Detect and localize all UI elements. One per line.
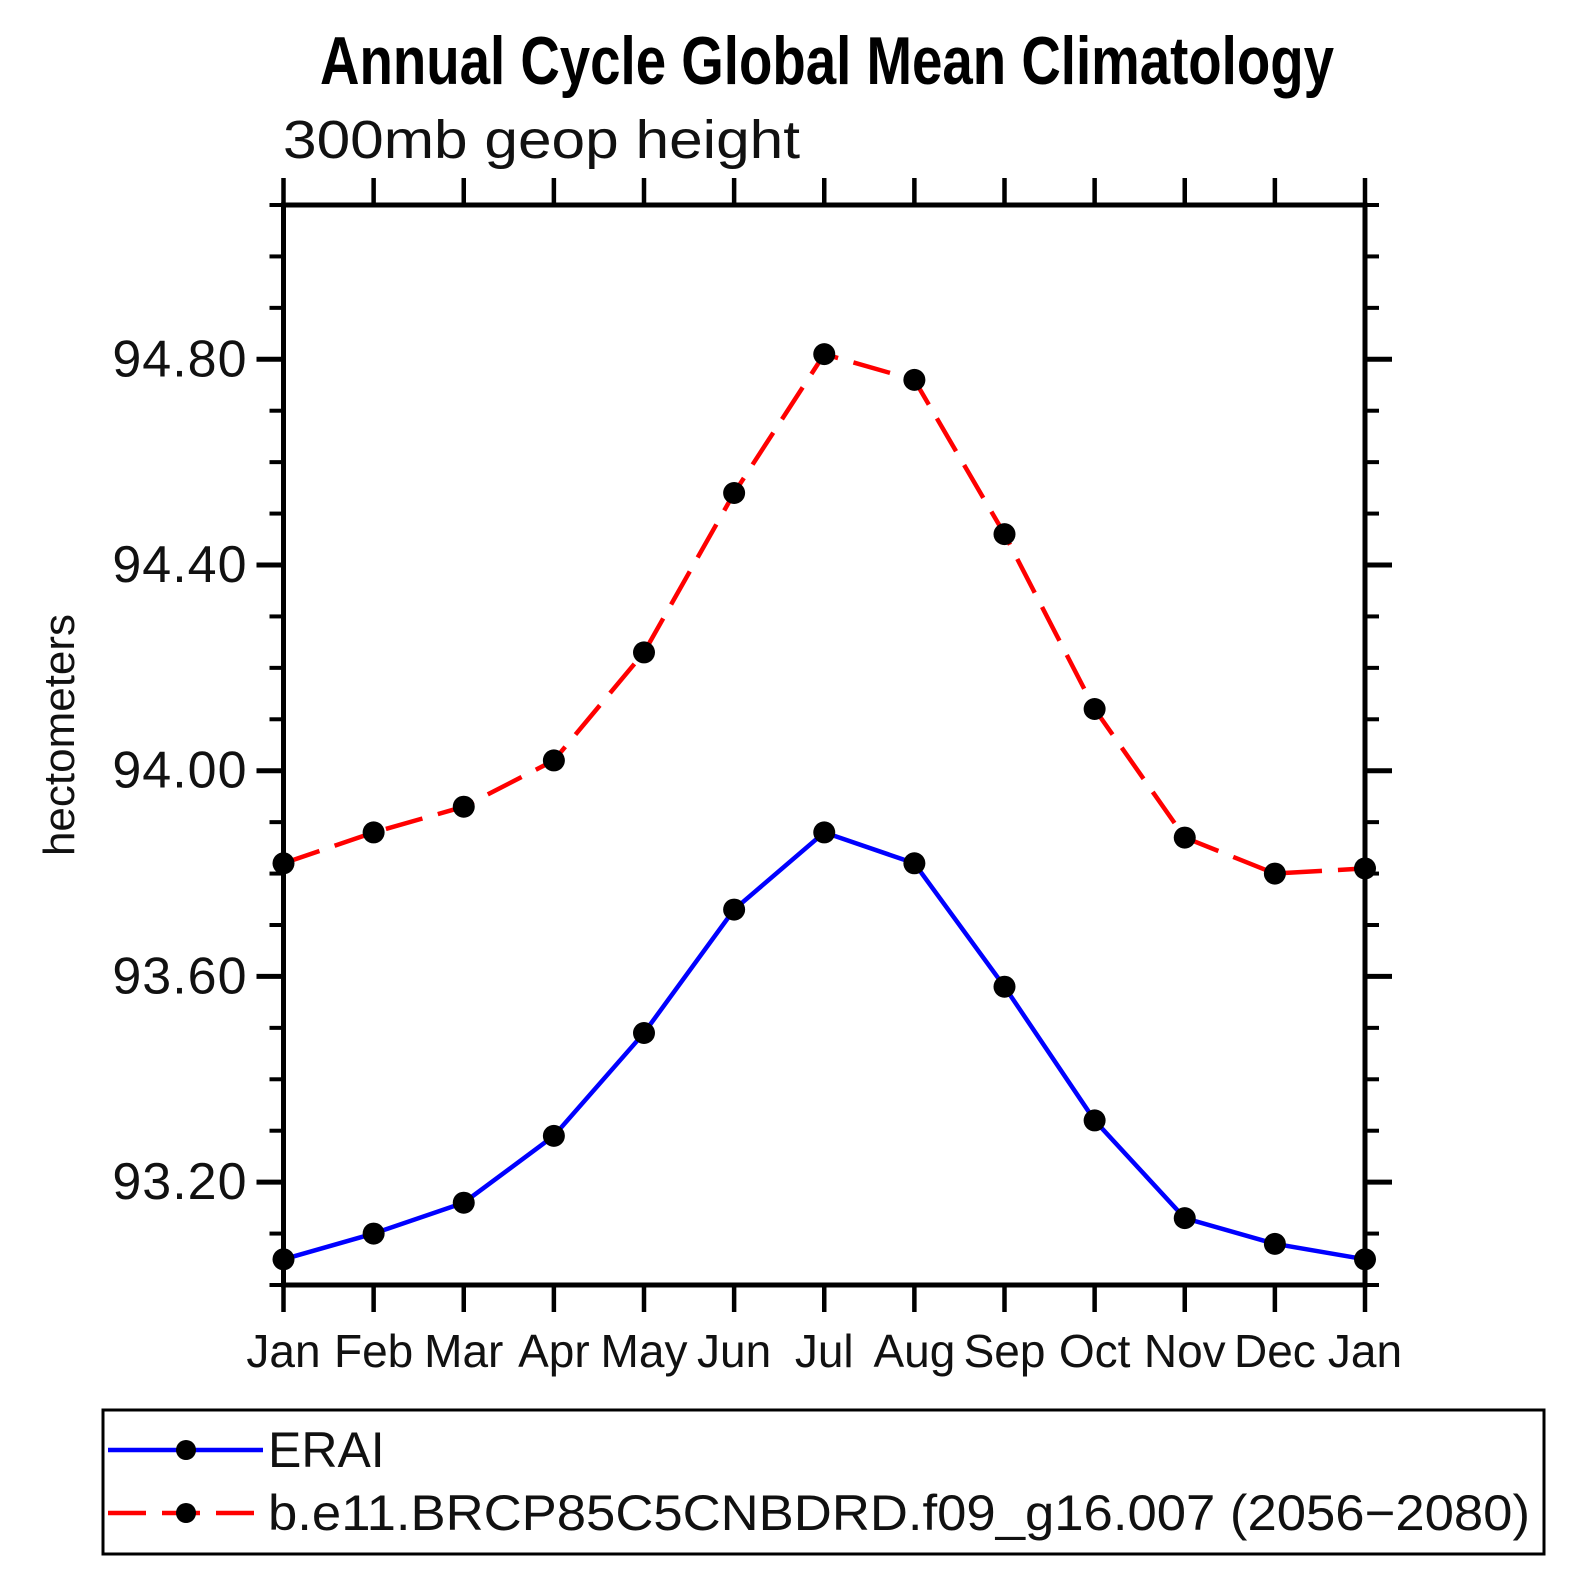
series-0-point-Nov [1173,1207,1196,1230]
y-tick-label: 93.20 [112,1153,247,1211]
series-1-point-Jan [1354,857,1376,880]
series-line-0 [282,829,1366,1262]
legend-marker-erai [176,1440,196,1460]
x-tick-label: Dec [1234,1325,1316,1377]
series-0-point-May [633,1022,655,1044]
y-tick-label: 94.00 [112,742,247,800]
x-tick-label: Aug [873,1325,955,1377]
series-1-point-Apr [542,749,565,772]
series-0-point-Jul [813,821,836,844]
chart-title: Annual Cycle Global Mean Climatology [320,23,1334,99]
y-tick-label: 93.60 [112,947,247,1005]
series-1-point-Oct [1083,698,1106,720]
x-tick-label: Sep [964,1325,1046,1377]
legend-label-erai: ERAI [268,1422,385,1478]
chart-subtitle: 300mb geop height [283,110,800,170]
series-1-point-Jul [813,343,836,366]
legend-box [101,1408,1546,1556]
series-1-point-Jan [272,852,295,875]
series-0-point-Sep [993,975,1016,998]
x-tick-label: Jul [795,1325,854,1377]
x-tick-label: Feb [334,1325,413,1377]
series-1-point-Aug [903,368,926,391]
x-tick-label: Mar [424,1325,503,1377]
plot-border [281,202,1368,1288]
plot-area: 93.20 93.60 94.00 94.40 94.80 Jan Feb Mar Apr May… [112,178,1402,1377]
series-1-point-Mar [452,795,475,818]
x-tick-label: Apr [518,1325,590,1377]
series-1-point-May [633,641,655,664]
series-0-point-Oct [1083,1109,1106,1132]
legend-marker-model [176,1503,196,1523]
x-tick-label: Jan [246,1325,320,1377]
series-0-point-Aug [903,852,926,875]
legend-label-model: b.e11.BRCP85C5CNBDRD.f09_g16.007 (2056−2… [268,1485,1530,1541]
x-tick-label: May [601,1325,688,1377]
series-1-point-Feb [362,821,385,844]
y-tick-label: 94.40 [112,536,247,594]
series-0-point-Jan [1354,1248,1376,1271]
series-0-point-Jan [272,1248,295,1271]
series-1-point-Dec [1263,862,1286,885]
series-1-point-Jun [723,482,746,504]
x-tick-label: Jan [1328,1325,1402,1377]
legend: ERAI b.e11.BRCP85C5CNBDRD.f09_g16.007 (2… [101,1408,1546,1556]
series-line-1 [282,351,1366,876]
x-tick-label: Jun [697,1325,771,1377]
y-tick-label: 94.80 [112,330,247,388]
y-axis-label: hectometers [35,614,84,856]
series-0-point-Mar [452,1191,475,1214]
series-1-point-Nov [1173,826,1196,849]
series-0-point-Feb [362,1222,385,1245]
series-0-point-Jun [723,898,746,921]
x-tick-label: Nov [1144,1325,1226,1377]
x-tick-label: Oct [1059,1325,1131,1377]
series-0-point-Apr [542,1124,565,1147]
series-0-point-Dec [1263,1232,1286,1255]
series-1-point-Sep [993,523,1016,546]
